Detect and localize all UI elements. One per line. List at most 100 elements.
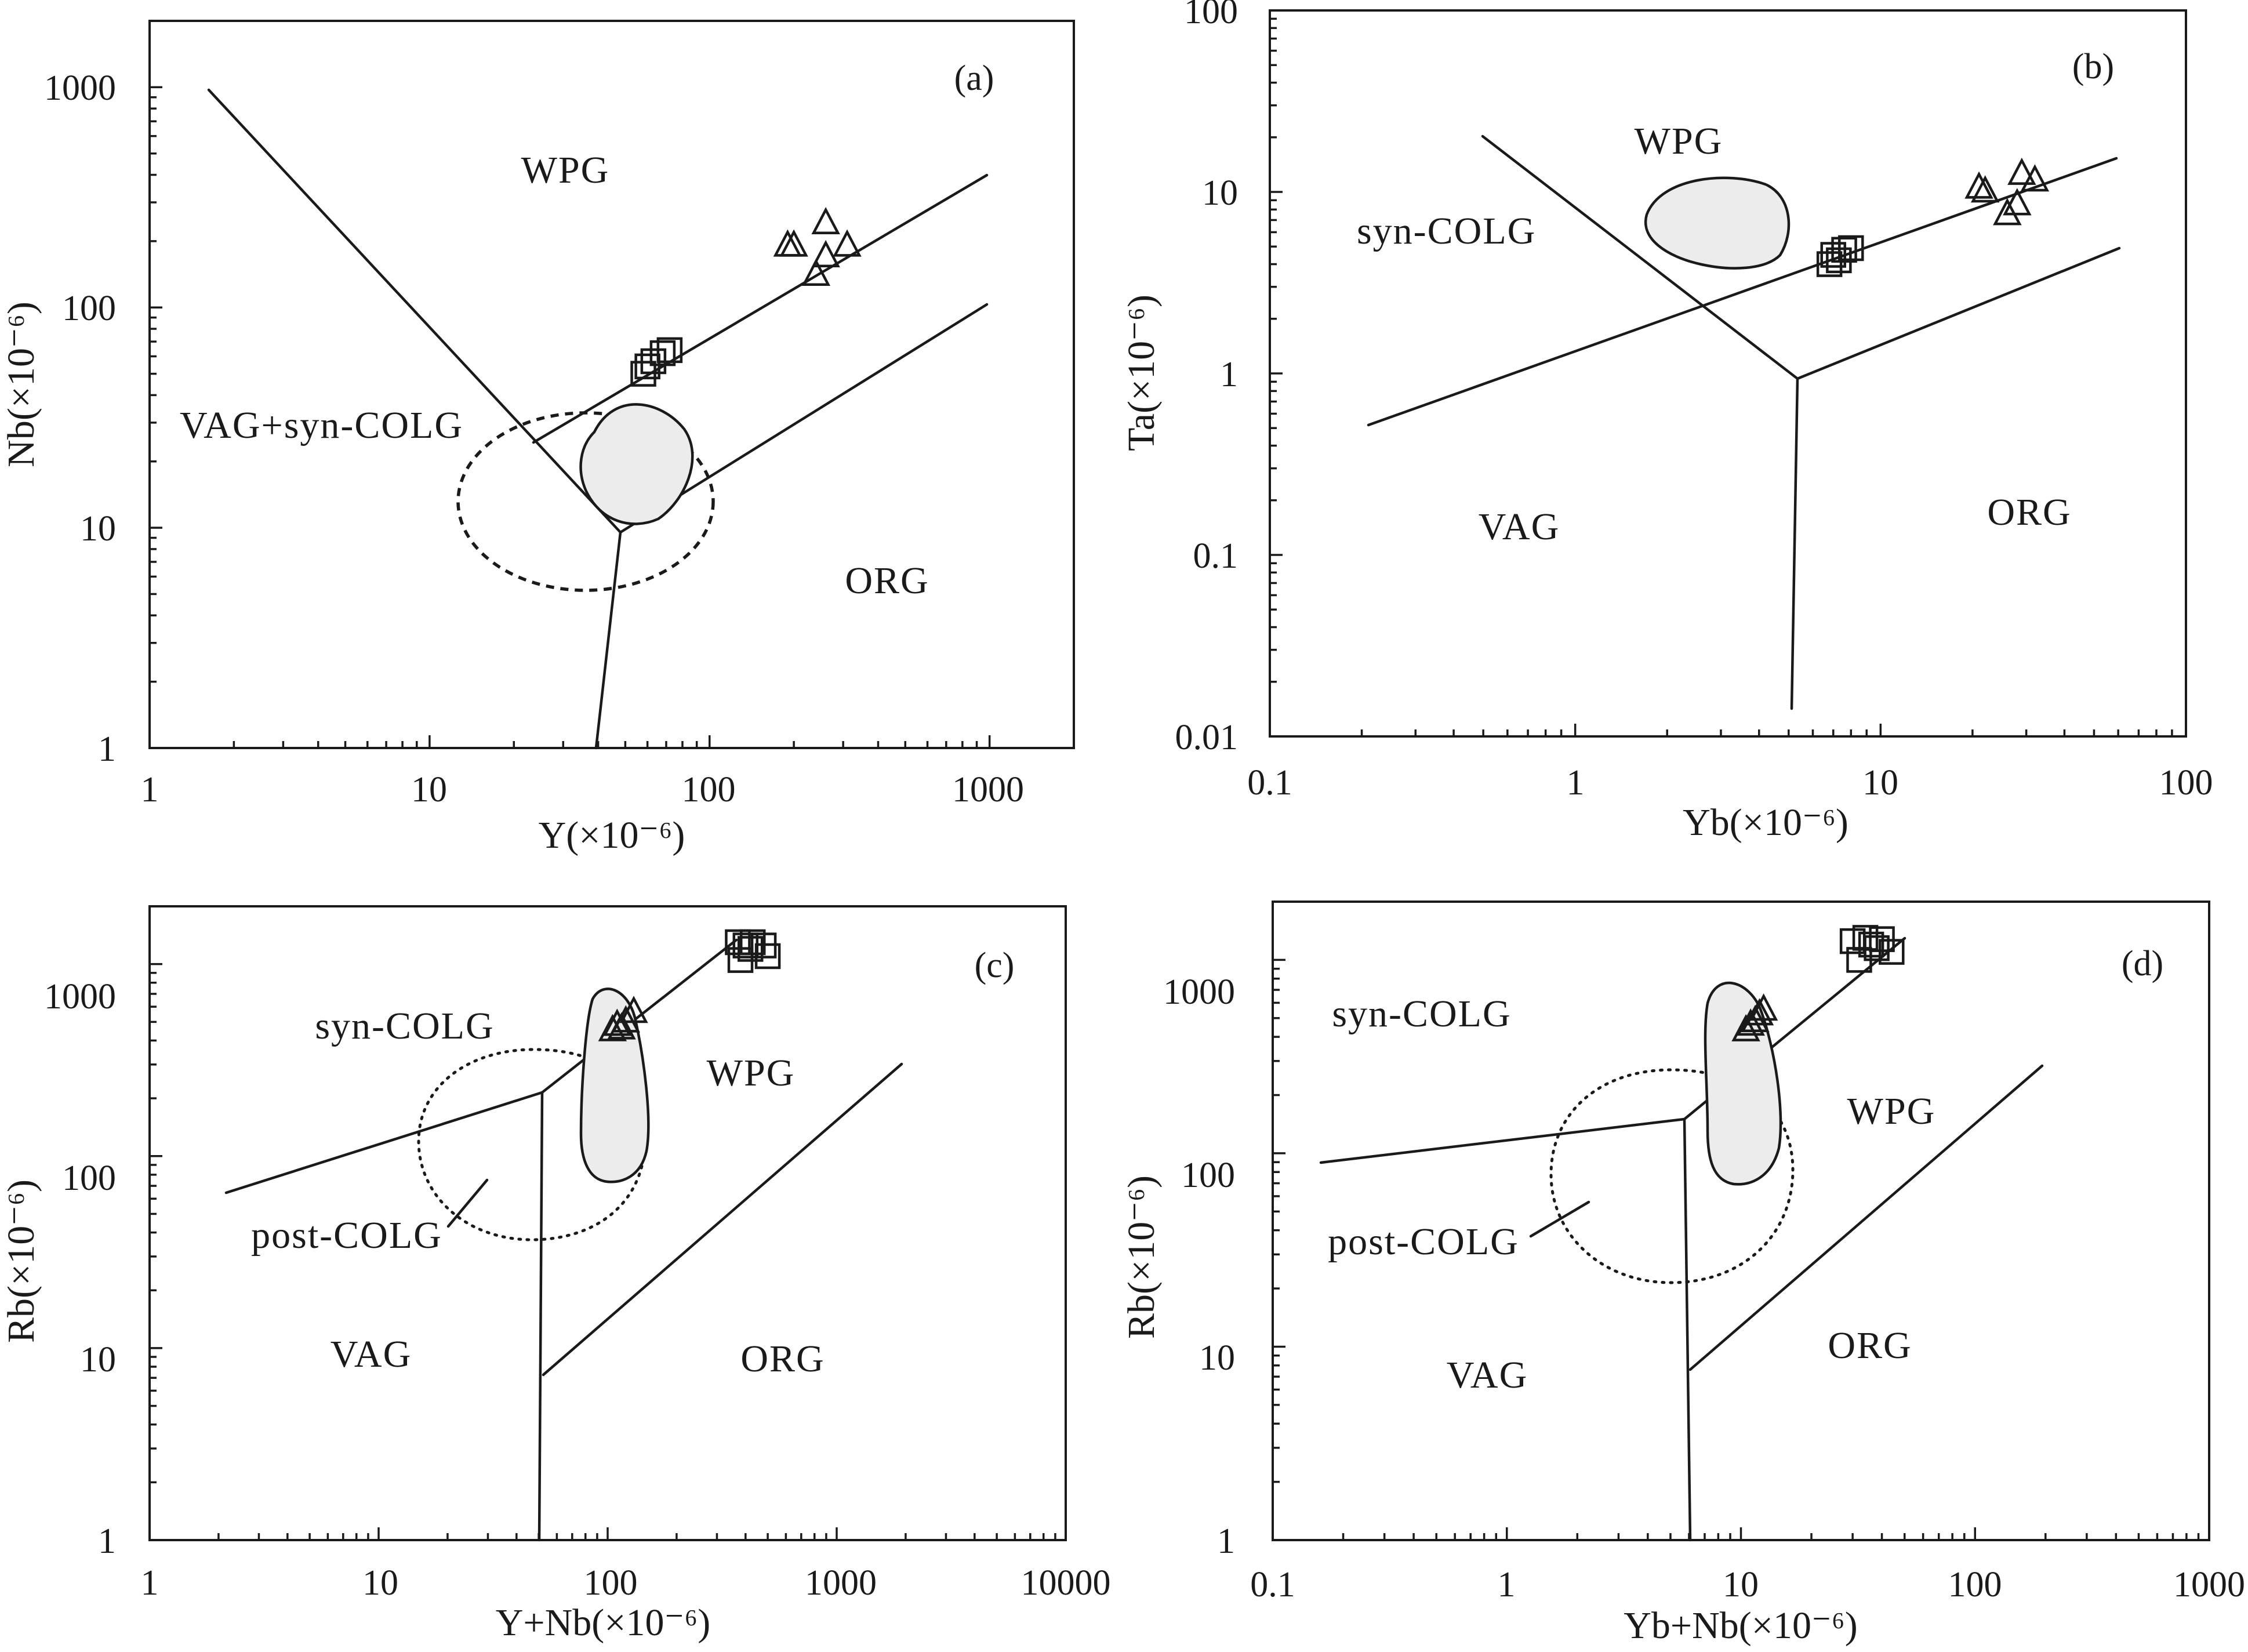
x-tick-label: 10 bbox=[362, 1563, 398, 1603]
region-label-syn-colg: syn-COLG bbox=[315, 1005, 494, 1047]
region-label-org: ORG bbox=[1828, 1324, 1912, 1367]
panel-a: (a) WPG VAG+syn-COLG ORG Y(×10⁻⁶) Nb(×10… bbox=[0, 20, 1075, 856]
post-colg-dashed-field bbox=[456, 411, 715, 592]
y-tick-label: 100 bbox=[62, 289, 116, 328]
square-sample-point bbox=[754, 943, 781, 970]
axis-ticks bbox=[1269, 9, 2187, 738]
y-tick-label: 1000 bbox=[44, 68, 116, 108]
plot-frame bbox=[1269, 9, 2187, 738]
region-label-syn-colg: syn-COLG bbox=[1332, 993, 1511, 1035]
sample-points bbox=[598, 929, 781, 1041]
panel-label: (d) bbox=[2122, 944, 2163, 983]
square-sample-point bbox=[1831, 237, 1857, 263]
x-axis-label: Yb(×10⁻⁶) bbox=[1683, 801, 1848, 844]
triangle-sample-point bbox=[811, 206, 840, 235]
boundary-line-wpg-org bbox=[1688, 1064, 2044, 1371]
x-tick-label: 1 bbox=[1498, 1565, 1516, 1604]
panel-label: (b) bbox=[2072, 47, 2114, 86]
shaded-field bbox=[579, 403, 694, 525]
post-colg-leader bbox=[446, 1178, 489, 1228]
x-tick-labels: 1 10 100 1000 bbox=[141, 770, 1025, 809]
boundary-line-vag-syncolg bbox=[224, 1091, 544, 1194]
x-tick-label: 0.1 bbox=[1247, 763, 1292, 803]
y-tick-label: 0.01 bbox=[1175, 718, 1239, 757]
y-axis-label: Rb(×10⁻⁶) bbox=[0, 1179, 42, 1343]
boundary-line-vag-wpg bbox=[1367, 157, 2118, 427]
x-tick-label: 10000 bbox=[1021, 1563, 1111, 1603]
y-tick-labels: 1 10 100 1000 bbox=[1163, 972, 1235, 1561]
region-label-vag: VAG bbox=[331, 1333, 412, 1375]
x-tick-labels: 1 10 100 1000 10000 bbox=[141, 1563, 1111, 1603]
region-label-wpg: WPG bbox=[1847, 1090, 1936, 1132]
x-tick-label: 0.1 bbox=[1250, 1565, 1295, 1604]
triangle-sample-point bbox=[619, 996, 648, 1023]
triangle-sample-point bbox=[607, 1012, 636, 1040]
y-tick-label: 1 bbox=[1217, 1522, 1235, 1561]
y-tick-labels: 1 10 100 1000 bbox=[44, 68, 116, 769]
sample-points bbox=[630, 206, 862, 387]
triangle-sample-point bbox=[801, 258, 831, 286]
x-tick-label: 10 bbox=[1723, 1565, 1759, 1604]
triangle-sample-point bbox=[833, 229, 862, 257]
triangle-sample-point bbox=[1970, 175, 2000, 203]
square-sample-point bbox=[737, 936, 764, 962]
panel-d: (d) syn-COLG WPG post-COLG VAG ORG Yb+Nb… bbox=[1120, 901, 2245, 1647]
region-label-vag-syn-colg: VAG+syn-COLG bbox=[180, 404, 463, 446]
x-tick-label: 1000 bbox=[805, 1563, 877, 1603]
triangle-sample-point bbox=[2003, 188, 2032, 216]
y-tick-label: 1 bbox=[98, 1522, 116, 1561]
shaded-field bbox=[1644, 176, 1791, 270]
region-label-wpg: WPG bbox=[521, 149, 610, 191]
y-axis-label: Rb(×10⁻⁶) bbox=[1120, 1175, 1163, 1339]
y-tick-label: 1 bbox=[98, 729, 116, 769]
x-axis-label: Y(×10⁻⁶) bbox=[539, 814, 685, 856]
axis-ticks bbox=[148, 20, 1075, 749]
boundary-line-vag-org-lower bbox=[594, 531, 622, 750]
y-tick-label: 10 bbox=[80, 509, 116, 549]
square-sample-point bbox=[1816, 251, 1843, 277]
square-sample-point bbox=[1864, 935, 1890, 961]
boundary-line-vag-wpg bbox=[538, 1091, 544, 1542]
boundary-line-wpg-org bbox=[532, 173, 989, 444]
x-tick-label: 100 bbox=[1948, 1565, 2002, 1604]
shaded-field bbox=[1704, 981, 1782, 1186]
boundary-line-vag-syncolg bbox=[1319, 1117, 1686, 1164]
boundary-line-syncolg-wpg bbox=[540, 938, 738, 1094]
triangle-sample-point bbox=[598, 1014, 627, 1041]
region-label-org: ORG bbox=[740, 1338, 825, 1380]
boundary-line-vag-wpg bbox=[1683, 1117, 1692, 1542]
square-sample-point bbox=[1879, 939, 1905, 965]
x-axis-label: Y+Nb(×10⁻⁶) bbox=[496, 1602, 711, 1644]
post-colg-dotted-field bbox=[417, 1048, 647, 1241]
triangle-sample-point bbox=[811, 239, 840, 267]
square-sample-point bbox=[656, 337, 683, 364]
triangle-sample-point bbox=[1749, 993, 1778, 1021]
x-tick-labels: 0.1 1 10 100 1000 bbox=[1250, 1565, 2245, 1604]
region-label-vag: VAG bbox=[1479, 506, 1560, 548]
region-label-org: ORG bbox=[845, 560, 929, 602]
region-label-post-colg: post-COLG bbox=[251, 1214, 442, 1257]
sample-points bbox=[1731, 925, 1905, 1041]
y-tick-label: 100 bbox=[1181, 1156, 1235, 1195]
y-tick-label: 10 bbox=[1202, 173, 1238, 213]
boundary-line-wpg-org bbox=[542, 1062, 903, 1377]
triangle-sample-point bbox=[2007, 157, 2036, 185]
boundary-line-vag-org bbox=[1790, 377, 1799, 710]
x-axis-label: Yb+Nb(×10⁻⁶) bbox=[1624, 1604, 1858, 1647]
square-sample-point bbox=[634, 353, 660, 380]
triangle-sample-point bbox=[1993, 198, 2022, 226]
x-tick-label: 1000 bbox=[952, 770, 1024, 809]
triangle-sample-point bbox=[1741, 1004, 1770, 1032]
region-label-wpg: WPG bbox=[707, 1052, 796, 1094]
x-tick-label: 1 bbox=[141, 1563, 159, 1603]
region-label-org: ORG bbox=[1987, 491, 2071, 533]
panel-label: (a) bbox=[954, 59, 994, 98]
y-tick-label: 100 bbox=[1184, 0, 1238, 31]
boundary-line-wpg-org bbox=[1796, 246, 2121, 380]
region-label-vag: VAG bbox=[1447, 1354, 1528, 1396]
y-tick-label: 10 bbox=[1199, 1338, 1235, 1378]
x-tick-label: 100 bbox=[2159, 763, 2213, 803]
triangle-sample-point bbox=[2020, 164, 2050, 192]
y-tick-labels: 1 10 100 1000 bbox=[44, 977, 116, 1561]
